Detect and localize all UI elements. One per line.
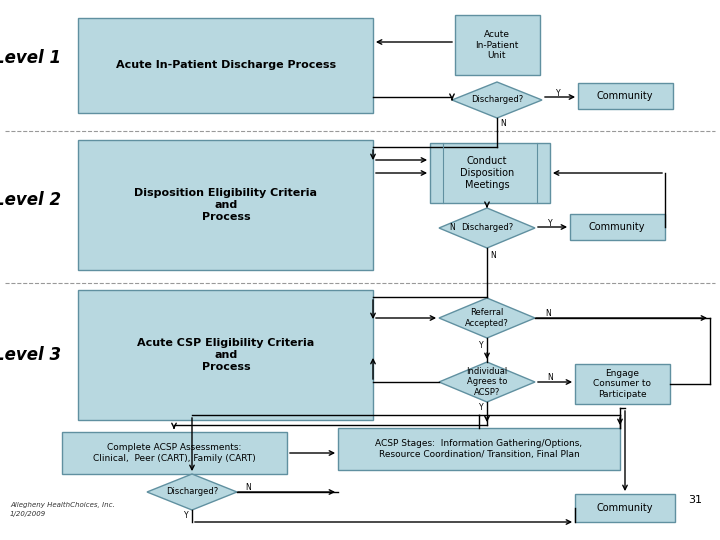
Bar — [578, 83, 673, 109]
Text: Conduct
Disposition
Meetings: Conduct Disposition Meetings — [460, 157, 514, 190]
Text: Disposition Eligibility Criteria
and
Process: Disposition Eligibility Criteria and Pro… — [135, 188, 318, 221]
Bar — [78, 140, 373, 270]
Text: 1/20/2009: 1/20/2009 — [10, 511, 46, 517]
Text: Y: Y — [184, 511, 189, 521]
Text: Allegheny HealthChoices, Inc.: Allegheny HealthChoices, Inc. — [10, 502, 114, 508]
Text: Discharged?: Discharged? — [166, 488, 218, 496]
Polygon shape — [439, 208, 535, 248]
Text: Discharged?: Discharged? — [471, 96, 523, 105]
Bar — [575, 494, 675, 522]
Bar — [78, 290, 373, 420]
Text: Community: Community — [597, 91, 653, 101]
Polygon shape — [452, 82, 542, 118]
Text: Discharged?: Discharged? — [461, 224, 513, 233]
Text: N: N — [500, 118, 506, 127]
Text: Acute CSP Eligibility Criteria
and
Process: Acute CSP Eligibility Criteria and Proce… — [138, 339, 315, 372]
Text: N: N — [490, 251, 496, 260]
Bar — [78, 18, 373, 113]
Text: Engage
Consumer to
Participate: Engage Consumer to Participate — [593, 369, 651, 399]
Polygon shape — [439, 362, 535, 402]
Polygon shape — [147, 474, 237, 510]
Bar — [570, 214, 665, 240]
Text: Community: Community — [589, 222, 645, 232]
Text: Level 3: Level 3 — [0, 346, 62, 364]
Text: ACSP Stages:  Information Gathering/Options,
Resource Coordination/ Transition, : ACSP Stages: Information Gathering/Optio… — [375, 440, 582, 458]
Text: N: N — [547, 374, 553, 382]
Text: 31: 31 — [688, 495, 702, 505]
Text: Community: Community — [597, 503, 653, 513]
Text: Y: Y — [548, 219, 552, 227]
Bar — [430, 143, 550, 203]
Text: Acute
In-Patient
Unit: Acute In-Patient Unit — [475, 30, 518, 60]
Text: N: N — [449, 224, 455, 233]
Text: N: N — [545, 309, 551, 319]
Text: Acute In-Patient Discharge Process: Acute In-Patient Discharge Process — [116, 60, 336, 70]
Bar — [575, 364, 670, 404]
Text: Y: Y — [479, 403, 483, 413]
Text: Level 1: Level 1 — [0, 49, 62, 67]
Bar — [455, 15, 540, 75]
Text: Y: Y — [556, 89, 560, 98]
Text: Complete ACSP Assessments:
Clinical,  Peer (CART), Family (CART): Complete ACSP Assessments: Clinical, Pee… — [93, 443, 256, 463]
Text: Referral
Accepted?: Referral Accepted? — [465, 308, 509, 328]
Text: Y: Y — [479, 341, 483, 349]
Text: N: N — [245, 483, 251, 492]
Text: Level 2: Level 2 — [0, 191, 62, 209]
Polygon shape — [439, 298, 535, 338]
Text: Individual
Agrees to
ACSP?: Individual Agrees to ACSP? — [467, 367, 508, 397]
Bar — [62, 432, 287, 474]
Bar — [338, 428, 620, 470]
